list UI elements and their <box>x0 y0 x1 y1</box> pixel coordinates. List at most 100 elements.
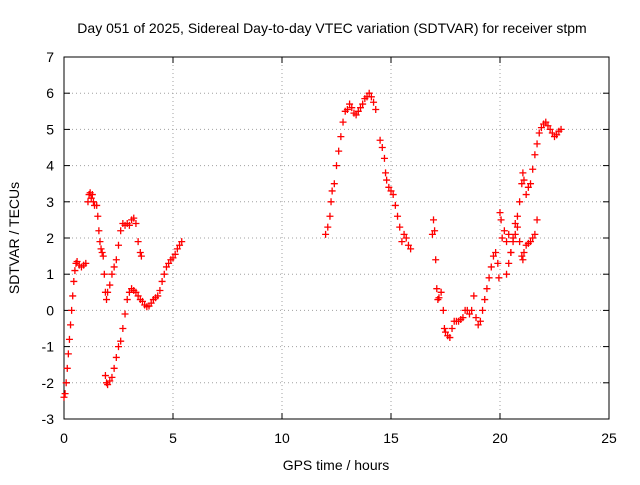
y-tick-label: 4 <box>46 158 54 174</box>
data-point <box>535 129 543 137</box>
data-point <box>448 325 456 332</box>
y-tick-label: 2 <box>46 230 54 246</box>
data-point <box>123 296 131 304</box>
data-point <box>481 296 489 304</box>
data-point <box>472 314 480 322</box>
data-point <box>117 337 125 345</box>
data-point <box>495 274 503 282</box>
data-point <box>324 223 332 231</box>
data-point <box>339 118 347 126</box>
data-point <box>130 214 138 222</box>
data-point <box>104 381 112 389</box>
data-point <box>476 317 484 325</box>
x-tick-label: 10 <box>274 430 290 446</box>
data-point <box>354 107 362 115</box>
data-point <box>385 183 393 191</box>
data-point <box>489 252 497 260</box>
data-point <box>134 238 142 246</box>
data-point <box>396 223 404 231</box>
grid-lines <box>64 57 609 419</box>
data-point <box>485 274 493 282</box>
data-point <box>63 364 71 372</box>
data-point <box>404 241 412 249</box>
data-point <box>94 212 102 220</box>
data-point <box>527 180 535 188</box>
data-point <box>513 212 521 220</box>
data-point <box>437 288 445 296</box>
data-point <box>518 252 526 260</box>
axis-ticks: 0 5 10 15 20 25 -3 -2 -1 0 1 2 3 4 5 6 7 <box>42 49 617 446</box>
x-axis-label: GPS time / hours <box>283 457 390 473</box>
data-point <box>503 270 511 278</box>
data-point <box>121 310 129 318</box>
y-tick-label: 1 <box>46 266 54 282</box>
data-point <box>98 248 106 256</box>
data-point <box>115 241 122 249</box>
data-point <box>487 263 495 271</box>
data-point <box>110 263 118 271</box>
data-point <box>132 220 140 228</box>
data-point <box>158 277 166 285</box>
data-point <box>492 248 500 256</box>
data-point <box>154 292 162 300</box>
data-point <box>96 238 104 246</box>
data-point <box>87 194 95 202</box>
x-tick-label: 0 <box>60 430 68 446</box>
y-tick-label: 7 <box>46 49 54 65</box>
data-points <box>60 89 565 401</box>
data-point <box>548 129 556 137</box>
data-point <box>505 230 513 238</box>
data-point <box>147 299 155 307</box>
data-point <box>529 165 537 173</box>
data-point <box>115 343 122 351</box>
data-point <box>178 238 186 246</box>
data-point <box>537 124 545 132</box>
data-point <box>433 285 441 293</box>
data-point <box>516 238 524 246</box>
data-point <box>496 209 504 217</box>
y-tick-label: -1 <box>42 339 55 355</box>
data-point <box>137 252 145 260</box>
data-point <box>117 227 125 235</box>
data-point <box>520 248 528 256</box>
data-point <box>507 248 515 256</box>
data-point <box>103 296 111 304</box>
y-tick-label: -3 <box>42 411 55 427</box>
data-point <box>108 373 116 381</box>
data-point <box>505 259 513 267</box>
data-point <box>529 234 537 242</box>
data-point <box>108 270 116 278</box>
data-point <box>518 180 526 188</box>
data-point <box>134 292 142 300</box>
y-axis-label: SDTVAR / TECUs <box>6 182 22 294</box>
y-tick-label: 5 <box>46 121 54 137</box>
data-point <box>100 270 108 278</box>
data-point <box>112 256 120 264</box>
data-point <box>95 227 103 235</box>
data-point <box>509 238 517 246</box>
data-point <box>119 325 127 332</box>
data-point <box>553 131 561 139</box>
data-point <box>60 393 68 401</box>
data-point <box>82 259 90 267</box>
data-point <box>522 191 530 199</box>
data-point <box>136 248 144 256</box>
data-point <box>165 259 173 267</box>
data-point <box>333 162 340 170</box>
data-point <box>162 263 170 271</box>
data-point <box>169 254 177 262</box>
data-point <box>62 379 70 387</box>
data-point <box>511 220 519 228</box>
data-point <box>367 93 375 101</box>
data-point <box>497 216 505 224</box>
data-point <box>335 147 343 155</box>
data-point <box>470 292 478 300</box>
data-point <box>173 245 181 253</box>
data-point <box>428 230 436 238</box>
data-point <box>494 259 502 267</box>
data-point <box>138 297 146 305</box>
data-point <box>519 169 527 177</box>
data-point <box>503 238 511 246</box>
